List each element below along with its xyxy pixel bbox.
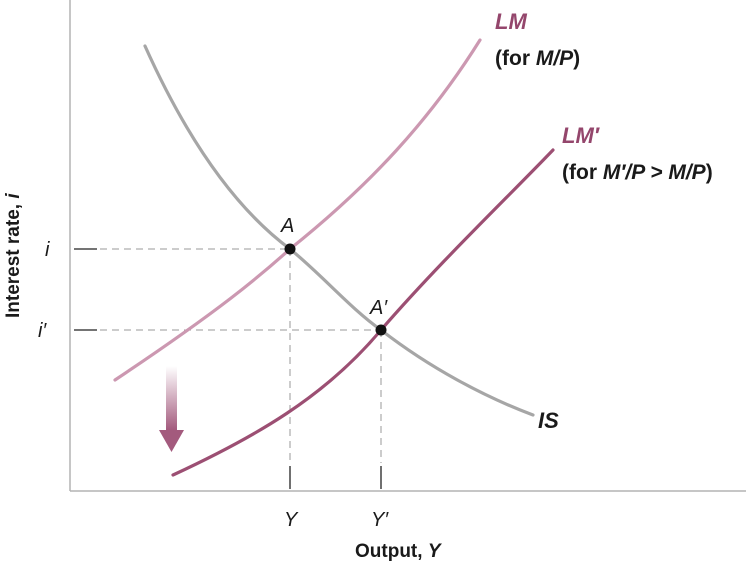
curve-note-LM-prime: (for M′/P > M/P) — [562, 161, 713, 184]
tick-label-Y-prime: Y′ — [371, 509, 389, 531]
tick-label-Y: Y — [284, 509, 299, 531]
lm-prime-curve — [171, 148, 555, 477]
curve-label-LM: LM — [495, 9, 527, 34]
tick-label-i-prime: i′ — [38, 320, 47, 342]
tick-label-i: i — [45, 239, 50, 261]
point-label-A: A — [280, 215, 294, 237]
lm-curve — [113, 38, 482, 382]
curve-label-LM-prime: LM′ — [562, 123, 601, 148]
point-label-A-prime: A′ — [369, 297, 388, 319]
is-curve — [143, 44, 535, 417]
curve-label-IS: IS — [538, 408, 559, 433]
shift-arrow-shaft — [166, 366, 177, 430]
x-axis-title: Output, Y — [355, 541, 443, 562]
equilibrium-point-A-prime — [375, 324, 387, 336]
shift-arrow-head — [159, 430, 184, 452]
curve-note-LM: (for M/P) — [495, 47, 580, 70]
y-axis-title: Interest rate, i — [3, 193, 24, 318]
equilibrium-point-A — [284, 243, 296, 255]
